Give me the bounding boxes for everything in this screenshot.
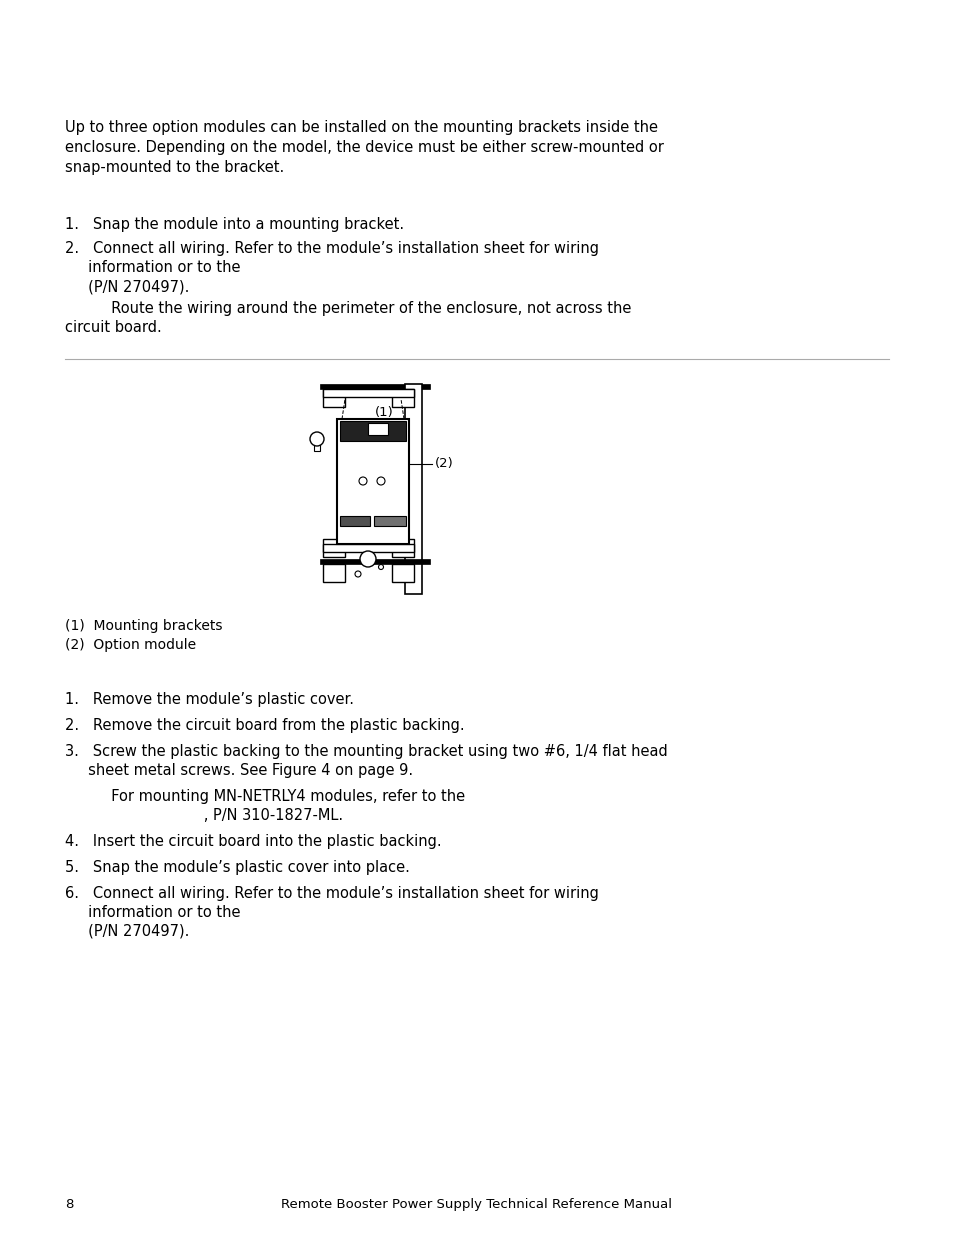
Text: 1.   Snap the module into a mounting bracket.: 1. Snap the module into a mounting brack… bbox=[65, 217, 404, 232]
Bar bbox=[319, 559, 430, 564]
Circle shape bbox=[358, 477, 367, 485]
Text: 4.   Insert the circuit board into the plastic backing.: 4. Insert the circuit board into the pla… bbox=[65, 834, 441, 848]
Text: enclosure. Depending on the model, the device must be either screw-mounted or: enclosure. Depending on the model, the d… bbox=[65, 140, 663, 156]
Text: (1): (1) bbox=[375, 406, 394, 419]
Bar bbox=[392, 564, 414, 582]
Bar bbox=[314, 445, 319, 451]
Bar bbox=[339, 516, 370, 526]
Text: 2.   Remove the circuit board from the plastic backing.: 2. Remove the circuit board from the pla… bbox=[65, 718, 464, 734]
Text: snap-mounted to the bracket.: snap-mounted to the bracket. bbox=[65, 161, 284, 175]
Bar bbox=[405, 384, 421, 594]
Text: information or to the: information or to the bbox=[65, 261, 240, 275]
Bar bbox=[323, 538, 345, 557]
Text: information or to the: information or to the bbox=[65, 905, 240, 920]
Circle shape bbox=[378, 564, 383, 569]
Text: (P/N 270497).: (P/N 270497). bbox=[65, 924, 190, 939]
Bar bbox=[392, 389, 414, 408]
Text: 8: 8 bbox=[65, 1198, 73, 1212]
Bar bbox=[339, 421, 406, 441]
Text: 2.   Connect all wiring. Refer to the module’s installation sheet for wiring: 2. Connect all wiring. Refer to the modu… bbox=[65, 241, 598, 256]
Text: For mounting MN-NETRLY4 modules, refer to the: For mounting MN-NETRLY4 modules, refer t… bbox=[65, 789, 465, 804]
Text: circuit board.: circuit board. bbox=[65, 320, 162, 335]
Text: (2): (2) bbox=[435, 457, 454, 471]
Text: 1.   Remove the module’s plastic cover.: 1. Remove the module’s plastic cover. bbox=[65, 692, 354, 706]
Text: Route the wiring around the perimeter of the enclosure, not across the: Route the wiring around the perimeter of… bbox=[65, 301, 631, 316]
Bar bbox=[323, 543, 414, 552]
Bar bbox=[319, 384, 430, 389]
Bar bbox=[368, 424, 388, 435]
Bar bbox=[323, 389, 414, 396]
Text: 6.   Connect all wiring. Refer to the module’s installation sheet for wiring: 6. Connect all wiring. Refer to the modu… bbox=[65, 885, 598, 902]
Bar bbox=[392, 538, 414, 557]
Text: (1)  Mounting brackets: (1) Mounting brackets bbox=[65, 619, 222, 634]
Bar bbox=[323, 564, 345, 582]
Text: Up to three option modules can be installed on the mounting brackets inside the: Up to three option modules can be instal… bbox=[65, 120, 658, 135]
Circle shape bbox=[310, 432, 324, 446]
Bar bbox=[374, 516, 406, 526]
Text: 3.   Screw the plastic backing to the mounting bracket using two #6, 1/4 flat he: 3. Screw the plastic backing to the moun… bbox=[65, 743, 667, 760]
Text: Remote Booster Power Supply Technical Reference Manual: Remote Booster Power Supply Technical Re… bbox=[281, 1198, 672, 1212]
Bar bbox=[323, 389, 345, 408]
Text: , P/N 310-1827-ML.: , P/N 310-1827-ML. bbox=[65, 808, 343, 823]
Text: sheet metal screws. See Figure 4 on page 9.: sheet metal screws. See Figure 4 on page… bbox=[65, 763, 413, 778]
Text: 5.   Snap the module’s plastic cover into place.: 5. Snap the module’s plastic cover into … bbox=[65, 860, 410, 876]
Text: (2)  Option module: (2) Option module bbox=[65, 638, 196, 652]
Circle shape bbox=[359, 551, 375, 567]
Circle shape bbox=[355, 571, 360, 577]
Bar bbox=[336, 419, 409, 543]
Text: (P/N 270497).: (P/N 270497). bbox=[65, 279, 190, 294]
Circle shape bbox=[376, 477, 385, 485]
